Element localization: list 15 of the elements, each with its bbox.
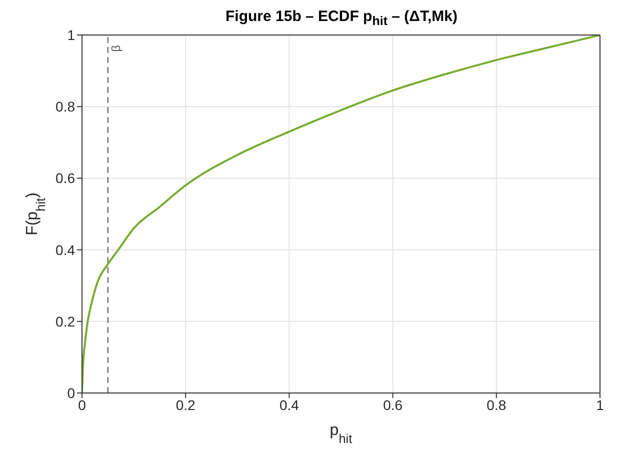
y-tick-label: 0.6: [56, 170, 76, 186]
y-tick-label: 1: [67, 26, 76, 43]
y-tick-label: 0.8: [56, 98, 76, 115]
chart-title: Figure 15b – ECDF p$_{hit}$ – (ΔT,Mk): [224, 8, 458, 28]
ref-line-label: β: [108, 44, 123, 52]
x-tick-label: 0.4: [279, 396, 300, 413]
x-axis-title: p$_{hit}$: [330, 422, 353, 446]
x-tick-label: 0.8: [486, 396, 506, 413]
x-tick-label: 1: [596, 396, 604, 413]
y-tick-label: 0.4: [56, 242, 76, 258]
y-tick-label: 0.2: [56, 313, 76, 330]
x-tick-label: 0.6: [383, 396, 403, 413]
x-tick-label: 0.2: [176, 396, 196, 413]
y-tick-label: 0: [67, 384, 76, 401]
x-tick-label: 0: [78, 396, 86, 413]
